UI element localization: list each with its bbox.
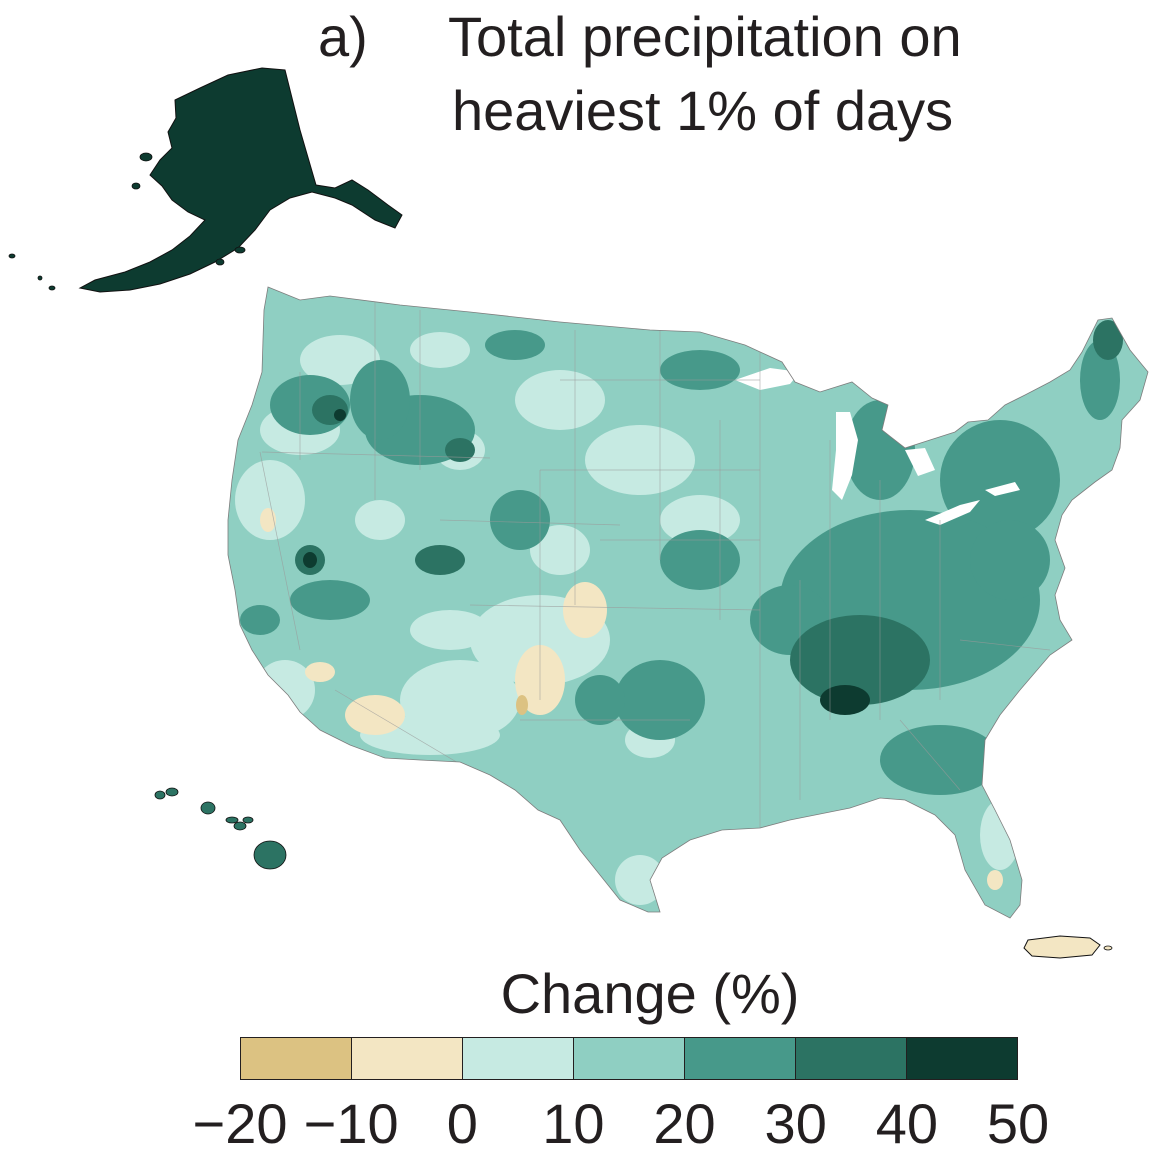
legend-title: Change (%) <box>500 962 800 1025</box>
hawaii-island <box>154 790 166 800</box>
change-region <box>305 662 335 682</box>
state-boundary <box>334 689 471 771</box>
legend-tick-label: 0 <box>446 1092 478 1155</box>
change-region <box>1080 340 1120 420</box>
change-region <box>660 530 740 590</box>
change-region <box>970 520 1050 600</box>
change-region <box>415 545 465 575</box>
change-region <box>563 582 607 638</box>
change-region <box>575 675 625 725</box>
change-region <box>516 695 528 715</box>
alaska-island <box>234 246 246 254</box>
change-region <box>585 425 695 495</box>
legend-tick-label: 40 <box>875 1092 938 1155</box>
change-region <box>334 409 346 421</box>
state-boundary <box>899 719 961 791</box>
change-region <box>880 725 1000 795</box>
change-region <box>790 615 930 705</box>
change-region <box>980 800 1020 870</box>
legend-swatch <box>685 1038 796 1079</box>
hawaii-island <box>242 816 254 824</box>
legend-tick-labels: −20 −10 0 10 20 30 40 50 <box>0 1090 1158 1170</box>
hawaii-island <box>165 787 179 797</box>
lake-ontario <box>985 482 1020 496</box>
hawaii-island <box>253 840 287 870</box>
legend-tick-label: 20 <box>653 1092 716 1155</box>
change-region <box>290 580 370 620</box>
alaska-island <box>37 275 43 281</box>
alaska-island <box>8 253 16 259</box>
state-boundary <box>259 451 301 651</box>
change-region <box>303 552 317 568</box>
conus-outline <box>227 286 1149 919</box>
change-region <box>515 370 605 430</box>
alaska-island <box>215 258 225 266</box>
conus-map <box>228 287 1148 918</box>
state-boundary <box>439 519 621 526</box>
legend-color-bar <box>240 1037 1018 1080</box>
change-region <box>615 660 705 740</box>
change-region <box>490 490 550 550</box>
legend-tick-label: −10 <box>303 1092 399 1155</box>
puerto-rico-shape <box>1023 935 1101 959</box>
change-region <box>445 438 475 462</box>
legend-tick-label: 10 <box>542 1092 605 1155</box>
legend-swatch <box>796 1038 907 1079</box>
state-boundary <box>959 639 1051 651</box>
alaska-island <box>139 152 153 162</box>
change-region <box>410 332 470 368</box>
change-region <box>355 500 405 540</box>
alaska-island <box>48 285 56 291</box>
change-region <box>410 610 490 650</box>
change-region <box>240 605 280 635</box>
hawaii-island <box>233 821 247 831</box>
legend-swatch <box>352 1038 463 1079</box>
legend-swatch <box>574 1038 685 1079</box>
panel-letter: a) <box>318 5 368 68</box>
change-region <box>660 350 740 390</box>
change-region <box>987 870 1003 890</box>
change-region <box>615 855 665 905</box>
puerto-rico-island <box>1103 945 1113 951</box>
title-line-1: Total precipitation on <box>448 5 962 68</box>
change-region <box>820 685 870 715</box>
legend-swatch <box>463 1038 574 1079</box>
lake-huron <box>905 448 935 476</box>
lake-superior <box>735 368 800 390</box>
title-line-2: heaviest 1% of days <box>452 79 954 142</box>
change-region <box>485 330 545 360</box>
hawaii-island <box>225 816 239 824</box>
precipitation-change-map <box>8 67 1149 959</box>
alaska-island <box>131 182 141 190</box>
legend-tick-label: 50 <box>986 1092 1050 1155</box>
alaska-shape <box>78 67 403 293</box>
legend-swatch <box>907 1038 1017 1079</box>
hawaii-island <box>200 801 216 815</box>
legend-tick-label: −20 <box>192 1092 288 1155</box>
change-region <box>260 508 276 532</box>
state-boundary <box>469 604 761 611</box>
lake-erie <box>925 500 980 525</box>
legend-swatch <box>241 1038 352 1079</box>
change-region <box>1093 320 1123 360</box>
lake-michigan <box>832 412 858 500</box>
change-region <box>350 360 410 440</box>
legend-tick-label: 30 <box>764 1092 827 1155</box>
